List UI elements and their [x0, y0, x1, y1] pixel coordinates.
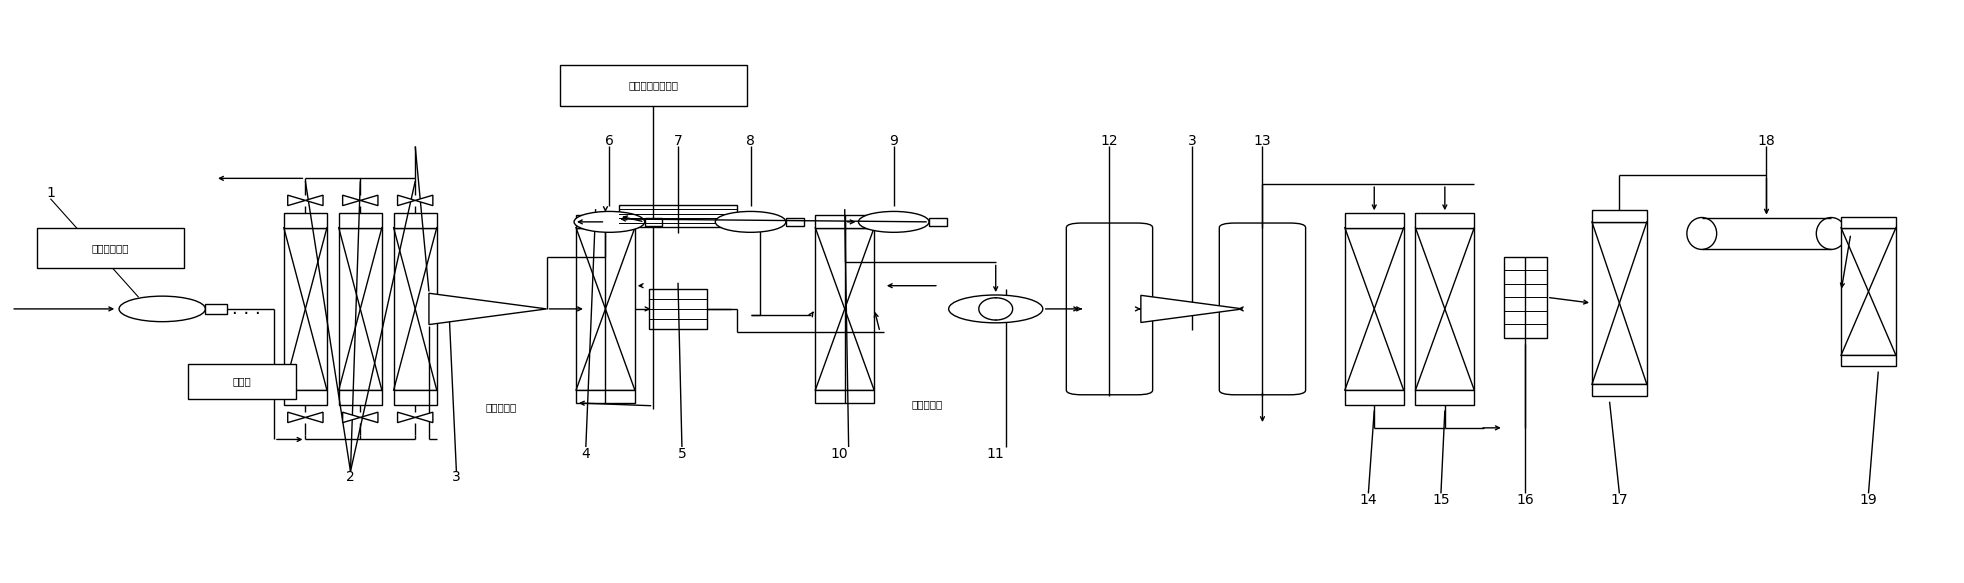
Bar	[644, 217, 662, 226]
Text: 19: 19	[1860, 493, 1878, 507]
Polygon shape	[397, 195, 414, 206]
Text: 9: 9	[890, 134, 898, 147]
Polygon shape	[1141, 296, 1243, 322]
Bar	[575, 228, 634, 390]
Polygon shape	[304, 412, 322, 423]
Bar	[393, 213, 436, 228]
Text: 17: 17	[1610, 493, 1628, 507]
Text: 除全净化高炉煤气: 除全净化高炉煤气	[628, 80, 678, 90]
Text: 4: 4	[581, 447, 591, 461]
Polygon shape	[359, 195, 377, 206]
Bar	[1345, 390, 1404, 405]
Text: 1: 1	[45, 186, 55, 200]
Circle shape	[858, 212, 929, 232]
Bar	[786, 217, 803, 226]
Bar	[1593, 384, 1648, 396]
Text: 12: 12	[1100, 134, 1118, 147]
Text: 5: 5	[678, 447, 685, 461]
Text: 2: 2	[346, 470, 355, 484]
Ellipse shape	[1687, 217, 1717, 250]
Text: 18: 18	[1758, 134, 1775, 147]
Text: 提纯一氧化碳: 提纯一氧化碳	[92, 243, 130, 253]
Polygon shape	[414, 195, 432, 206]
Text: 8: 8	[746, 134, 754, 147]
Text: 16: 16	[1516, 493, 1534, 507]
Polygon shape	[342, 412, 359, 423]
Polygon shape	[304, 195, 322, 206]
Bar	[1593, 210, 1648, 222]
Bar	[1345, 228, 1404, 390]
Polygon shape	[342, 195, 359, 206]
Polygon shape	[359, 412, 377, 423]
Bar	[1593, 222, 1648, 384]
Bar	[648, 289, 707, 329]
Bar	[285, 390, 326, 405]
Text: 3: 3	[1188, 134, 1196, 147]
Polygon shape	[397, 412, 414, 423]
Bar	[393, 390, 436, 405]
Bar	[338, 213, 381, 228]
Bar	[619, 205, 736, 227]
Bar	[285, 213, 326, 228]
Text: 14: 14	[1359, 493, 1377, 507]
Bar	[206, 304, 228, 314]
Text: 中间产品气: 中间产品气	[485, 402, 517, 413]
Ellipse shape	[1817, 217, 1846, 250]
Text: 3: 3	[452, 470, 462, 484]
Bar	[1504, 257, 1548, 338]
Bar	[1840, 228, 1895, 355]
Bar	[189, 364, 295, 399]
Bar	[1416, 228, 1475, 390]
Text: 粗氮气: 粗氮气	[232, 377, 251, 387]
Text: . . .: . . .	[232, 300, 261, 318]
Bar	[1416, 213, 1475, 228]
Bar	[575, 390, 634, 403]
Text: 粗二氧化碳: 粗二氧化碳	[911, 399, 943, 410]
Polygon shape	[289, 195, 304, 206]
Bar	[338, 228, 381, 390]
FancyBboxPatch shape	[1220, 223, 1306, 395]
Bar	[1840, 217, 1895, 228]
Text: 11: 11	[986, 447, 1006, 461]
Text: 13: 13	[1253, 134, 1271, 147]
FancyBboxPatch shape	[1066, 223, 1153, 395]
Text: 7: 7	[674, 134, 682, 147]
Bar	[1416, 390, 1475, 405]
Circle shape	[949, 295, 1043, 323]
Bar	[815, 215, 874, 228]
Circle shape	[715, 212, 786, 232]
Circle shape	[573, 212, 644, 232]
Bar	[1840, 355, 1895, 366]
Bar	[575, 215, 634, 228]
Polygon shape	[428, 293, 546, 325]
Polygon shape	[289, 412, 304, 423]
Text: 15: 15	[1432, 493, 1449, 507]
Bar	[393, 228, 436, 390]
Bar	[560, 65, 746, 106]
Bar	[37, 228, 185, 268]
Bar	[338, 390, 381, 405]
Circle shape	[120, 296, 206, 322]
Polygon shape	[414, 412, 432, 423]
Bar	[285, 228, 326, 390]
Bar	[1345, 213, 1404, 228]
Bar	[815, 390, 874, 403]
Text: 10: 10	[831, 447, 848, 461]
Bar	[929, 217, 947, 226]
Bar	[815, 228, 874, 390]
Text: 6: 6	[605, 134, 615, 147]
